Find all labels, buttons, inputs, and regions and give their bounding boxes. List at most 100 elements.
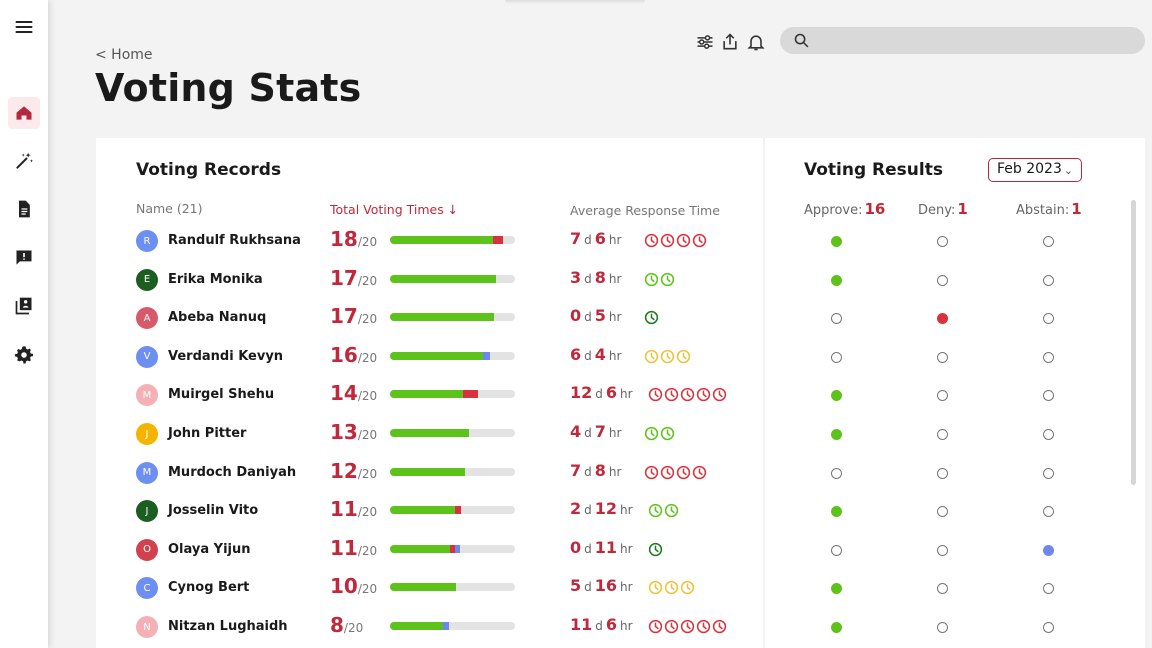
- table-row[interactable]: V Verdandi Kevyn 16/20 6 d 4 hr: [96, 343, 763, 373]
- clock-icon: [648, 542, 663, 556]
- hours-value: 5: [594, 306, 606, 326]
- member-name[interactable]: Olaya Yijun: [168, 541, 251, 557]
- table-row[interactable]: J John Pitter 13/20 4 d 7 hr: [96, 420, 763, 450]
- approve-radio[interactable]: [831, 506, 842, 518]
- member-name[interactable]: Nitzan Lughaidh: [168, 619, 288, 634]
- member-name[interactable]: Muirgel Shehu: [168, 387, 275, 403]
- clock-icon: [648, 504, 663, 518]
- total-voting-times-header[interactable]: Total Voting Times ↓: [330, 202, 459, 217]
- approve-radio[interactable]: [831, 622, 842, 633]
- menu-icon[interactable]: [8, 11, 40, 43]
- settings-icon[interactable]: [8, 339, 40, 371]
- document-icon[interactable]: [8, 193, 40, 225]
- table-row[interactable]: C Cynog Bert 10/20 5 d 16 hr: [96, 574, 763, 604]
- deny-summary: Deny: 1: [918, 200, 968, 218]
- total-value: 12: [330, 458, 358, 483]
- approve-radio[interactable]: [831, 583, 842, 595]
- abstain-radio[interactable]: [1043, 506, 1054, 518]
- filter-sliders-icon[interactable]: [695, 32, 715, 52]
- total-voting-times: 12/20: [330, 459, 377, 483]
- member-name[interactable]: Murdoch Daniyah: [168, 464, 297, 480]
- approve-radio[interactable]: [831, 236, 842, 247]
- abstain-radio[interactable]: [1043, 429, 1054, 440]
- search-bar[interactable]: [780, 27, 1145, 54]
- hours-unit: hr: [620, 580, 633, 595]
- deny-radio[interactable]: [937, 351, 948, 363]
- avatar: M: [136, 384, 158, 407]
- deny-radio[interactable]: [937, 313, 948, 325]
- result-row: [765, 420, 1145, 450]
- table-row[interactable]: R Randulf Rukhsana 18/20 7 d 6 hr: [96, 227, 763, 257]
- table-row[interactable]: O Olaya Yijun 11/20 0 d 11 hr: [96, 536, 763, 566]
- member-name[interactable]: Josselin Vito: [168, 503, 259, 519]
- approve-radio[interactable]: [831, 544, 842, 556]
- abstain-radio[interactable]: [1043, 313, 1054, 325]
- approve-radio[interactable]: [831, 429, 842, 440]
- abstain-radio[interactable]: [1043, 236, 1054, 247]
- deny-radio[interactable]: [937, 467, 948, 479]
- feedback-icon[interactable]: [8, 242, 40, 274]
- days-value: 5: [570, 576, 582, 596]
- abstain-radio[interactable]: [1043, 274, 1054, 286]
- progress-segment: [390, 351, 483, 360]
- share-icon[interactable]: [720, 32, 740, 52]
- abstain-radio[interactable]: [1043, 390, 1054, 402]
- voting-results-card: Voting Results Feb 2023 ⌄ Approve: 16 Den…: [765, 138, 1145, 648]
- approve-radio[interactable]: [831, 351, 842, 363]
- clock-icon: [660, 272, 675, 286]
- table-row[interactable]: E Erika Monika 17/20 3 d 8 hr: [96, 266, 763, 296]
- deny-radio[interactable]: [937, 544, 948, 556]
- average-response-time-header[interactable]: Average Response Time: [570, 203, 720, 218]
- approve-radio[interactable]: [831, 390, 842, 402]
- name-column-header[interactable]: Name (21): [136, 201, 203, 216]
- member-name[interactable]: Erika Monika: [168, 271, 263, 287]
- days-unit: d: [595, 619, 603, 633]
- month-select[interactable]: Feb 2023 ⌄: [988, 158, 1082, 182]
- deny-radio[interactable]: [937, 274, 948, 286]
- total-value: 14: [330, 381, 358, 406]
- deny-radio[interactable]: [937, 390, 948, 402]
- abstain-radio[interactable]: [1043, 583, 1054, 595]
- table-row[interactable]: M Muirgel Shehu 14/20 12 d 6 hr: [96, 381, 763, 411]
- home-icon[interactable]: [8, 97, 40, 129]
- deny-radio[interactable]: [937, 236, 948, 247]
- hours-value: 11: [594, 537, 618, 557]
- abstain-count: 1: [1071, 200, 1082, 218]
- member-name[interactable]: Cynog Bert: [168, 580, 250, 596]
- progress-segment: [482, 351, 490, 360]
- abstain-radio[interactable]: [1043, 351, 1054, 363]
- voting-progress-bar: [390, 236, 515, 244]
- average-response-time: 3 d 8 hr: [570, 268, 624, 287]
- search-input[interactable]: [818, 31, 1133, 50]
- approve-radio[interactable]: [831, 467, 842, 479]
- abstain-radio[interactable]: [1043, 467, 1054, 479]
- member-name[interactable]: Abeba Nanuq: [168, 310, 267, 326]
- magic-wand-icon[interactable]: [8, 145, 40, 177]
- scrollbar[interactable]: [1131, 200, 1136, 485]
- member-name[interactable]: Randulf Rukhsana: [168, 233, 301, 248]
- abstain-radio[interactable]: [1043, 544, 1054, 556]
- approve-radio[interactable]: [831, 313, 842, 325]
- deny-radio[interactable]: [937, 583, 948, 595]
- deny-radio[interactable]: [937, 506, 948, 518]
- notification-bell-icon[interactable]: [746, 32, 766, 52]
- total-value: 16: [330, 342, 358, 367]
- deny-radio[interactable]: [937, 429, 948, 440]
- total-value: 11: [330, 535, 358, 560]
- approve-radio[interactable]: [831, 274, 842, 286]
- table-row[interactable]: A Abeba Nanuq 17/20 0 d 5 hr: [96, 304, 763, 334]
- breadcrumb[interactable]: < Home: [95, 47, 153, 63]
- table-row[interactable]: J Josselin Vito 11/20 2 d 12 hr: [96, 497, 763, 527]
- library-icon[interactable]: [8, 290, 40, 322]
- member-name[interactable]: John Pitter: [168, 426, 247, 441]
- voting-progress-bar: [390, 351, 515, 360]
- table-row[interactable]: M Murdoch Daniyah 12/20 7 d 8 hr: [96, 459, 763, 489]
- response-clock-icons: [648, 542, 663, 557]
- total-voting-times: 8/20: [330, 613, 363, 637]
- abstain-radio[interactable]: [1043, 622, 1054, 633]
- member-name[interactable]: Verdandi Kevyn: [168, 348, 284, 364]
- total-voting-times: 14/20: [330, 381, 377, 405]
- deny-radio[interactable]: [937, 622, 948, 633]
- avatar: J: [136, 500, 158, 523]
- table-row[interactable]: N Nitzan Lughaidh 8/20 11 d 6 hr: [96, 613, 763, 643]
